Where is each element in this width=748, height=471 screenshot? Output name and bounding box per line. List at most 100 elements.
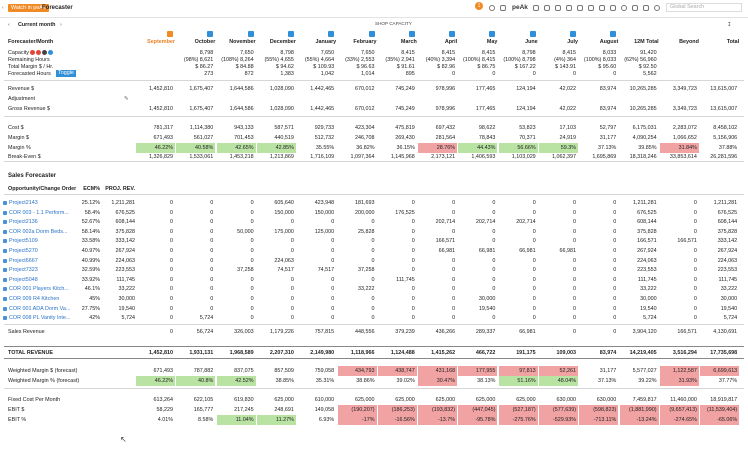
month-badge bbox=[449, 31, 456, 37]
cell: 5,577,027 bbox=[632, 368, 657, 374]
tool-icon[interactable] bbox=[566, 5, 572, 11]
cell: 202,714 bbox=[435, 219, 456, 226]
cell: (190,207) bbox=[337, 405, 377, 415]
cell: 670,012 bbox=[355, 106, 375, 112]
month-nav[interactable]: Current month bbox=[18, 22, 56, 28]
cell: 0 bbox=[492, 257, 496, 264]
watch-badge[interactable]: Watch in peAk bbox=[8, 4, 49, 12]
project-link[interactable]: Project5270 bbox=[9, 248, 38, 254]
cell: 0 bbox=[371, 219, 375, 226]
cell: 8,458,102 bbox=[713, 125, 738, 131]
cell: 625,000 bbox=[475, 397, 496, 403]
cell: 26,281,596 bbox=[710, 154, 738, 160]
cell: 74,517 bbox=[317, 267, 335, 274]
cell: 0 bbox=[573, 257, 576, 264]
project-icon bbox=[3, 220, 7, 225]
cell: 1,326,829 bbox=[149, 154, 173, 160]
cell: 83,974 bbox=[599, 106, 617, 112]
cell: 39.02% bbox=[396, 378, 415, 384]
cell: 1,028,090 bbox=[269, 86, 294, 92]
cell: 0 bbox=[573, 305, 576, 312]
capacity-icon[interactable] bbox=[48, 50, 53, 55]
tool-icon[interactable] bbox=[610, 5, 616, 11]
cell: 0 bbox=[492, 267, 496, 274]
row-label: Break-Even $ bbox=[8, 154, 41, 160]
cell: 0 bbox=[452, 228, 456, 235]
project-link[interactable]: Project2143 bbox=[9, 200, 38, 206]
tool-icon[interactable] bbox=[544, 5, 550, 11]
project-link[interactable]: COR 001 ADA Dorm Va... bbox=[9, 305, 71, 312]
cell: 0 bbox=[250, 200, 254, 206]
toggle-badge[interactable]: Toggle bbox=[56, 70, 76, 77]
global-search[interactable]: Global Search bbox=[666, 3, 742, 12]
cell: 676,525 bbox=[717, 209, 738, 216]
project-link[interactable]: COR 001 Players Kitch... bbox=[9, 286, 69, 293]
cell: 0 bbox=[210, 267, 214, 274]
edit-icon[interactable]: ✎ bbox=[124, 96, 129, 102]
tool-icon[interactable] bbox=[555, 5, 561, 11]
cell: 697,432 bbox=[435, 125, 456, 131]
capacity-icon[interactable] bbox=[42, 50, 47, 55]
cell: 267,924 bbox=[637, 248, 657, 254]
tool-icon[interactable] bbox=[588, 5, 594, 11]
cell: 0 bbox=[492, 209, 496, 216]
cell: 1,097,364 bbox=[350, 154, 375, 160]
project-link[interactable]: Project6667 bbox=[9, 257, 38, 264]
capacity-icon[interactable] bbox=[36, 50, 41, 55]
cell: 0 bbox=[532, 267, 536, 274]
tool-icon[interactable] bbox=[632, 5, 638, 11]
project-link[interactable]: COR 003 - 1.1 Perform... bbox=[9, 209, 69, 216]
project-link[interactable]: Project2136 bbox=[9, 219, 38, 226]
tool-icon[interactable] bbox=[533, 5, 539, 11]
cell: 50,000 bbox=[237, 228, 254, 235]
cell: (4%) 364 bbox=[554, 57, 576, 63]
capacity-icon[interactable] bbox=[30, 50, 35, 55]
column-header: January bbox=[315, 39, 337, 45]
back-arrow[interactable]: ‹ bbox=[2, 5, 4, 11]
cell: 11.04% bbox=[216, 415, 256, 425]
cell: 0 bbox=[532, 228, 536, 235]
cell: 857,509 bbox=[274, 368, 294, 374]
cell: 176,525 bbox=[395, 209, 415, 216]
cell: $ 143.91 bbox=[555, 64, 576, 70]
next-month[interactable]: › bbox=[60, 22, 62, 28]
cell: 1,406,593 bbox=[471, 154, 496, 160]
user-icon[interactable] bbox=[654, 5, 660, 11]
download-icon[interactable]: ↧ bbox=[727, 22, 732, 28]
tool-icon[interactable] bbox=[599, 5, 605, 11]
cell: 0 bbox=[452, 296, 456, 302]
page-title: Forecaster bbox=[42, 5, 73, 11]
cell: -274.65% bbox=[659, 415, 699, 425]
help-icon[interactable] bbox=[489, 5, 495, 11]
cell: 0 bbox=[693, 219, 697, 226]
project-link[interactable]: COR 009 R4 Kitchen bbox=[9, 296, 60, 302]
row-label: Capacity bbox=[8, 50, 29, 56]
project-link[interactable]: Project5048 bbox=[9, 276, 38, 283]
cell: 150,000 bbox=[314, 209, 335, 216]
cell: 202,714 bbox=[516, 219, 536, 226]
notification-count[interactable]: 1 bbox=[475, 2, 483, 10]
tool-icon[interactable] bbox=[577, 5, 583, 11]
logo[interactable]: peAk bbox=[512, 4, 528, 11]
tool-icon[interactable] bbox=[643, 5, 649, 11]
cell: (598,823) bbox=[579, 405, 619, 415]
settings-icon[interactable] bbox=[500, 5, 506, 11]
cell: 48.04% bbox=[539, 376, 578, 386]
separator bbox=[4, 161, 744, 162]
ecm-cell: 52.67% bbox=[81, 219, 100, 226]
cell: 781,317 bbox=[153, 125, 174, 131]
month-badge bbox=[287, 31, 294, 37]
cell: 98,622 bbox=[478, 125, 496, 131]
tool-icon[interactable] bbox=[621, 5, 627, 11]
prev-month[interactable]: ‹ bbox=[8, 22, 10, 28]
project-link[interactable]: Project5109 bbox=[9, 238, 38, 245]
project-icon bbox=[3, 287, 7, 292]
cell: 512,732 bbox=[314, 135, 335, 141]
cell: -16.56% bbox=[377, 415, 417, 425]
cell: 109,003 bbox=[556, 350, 577, 356]
cell: 17,103 bbox=[559, 125, 577, 131]
project-link[interactable]: Project7323 bbox=[9, 267, 38, 274]
project-link[interactable]: COR 008 PL Vanity Inte... bbox=[9, 315, 71, 322]
project-link[interactable]: COR 002a Dorm Beds... bbox=[9, 228, 68, 235]
cell: 0 bbox=[170, 200, 173, 206]
